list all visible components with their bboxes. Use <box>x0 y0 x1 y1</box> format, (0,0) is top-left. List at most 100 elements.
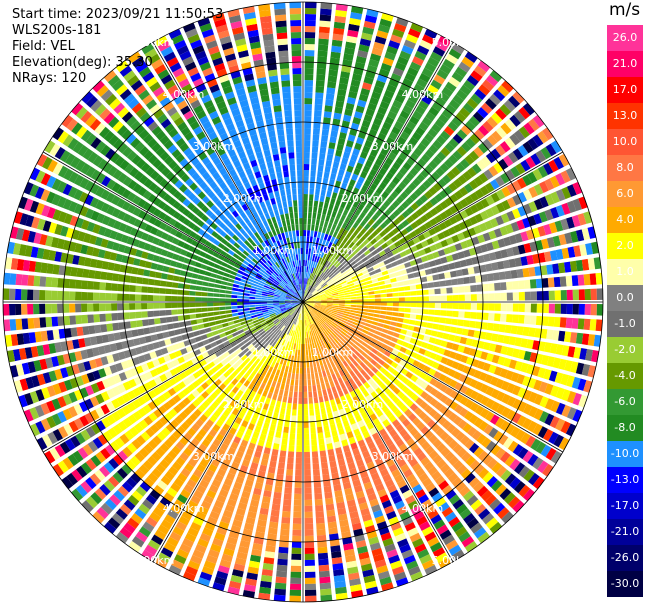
range-gate <box>485 386 495 397</box>
range-gate <box>294 349 298 356</box>
range-gate <box>316 213 322 220</box>
range-gate <box>96 380 106 391</box>
range-gate <box>262 403 269 411</box>
range-gate <box>538 381 548 393</box>
range-gate <box>304 50 315 57</box>
range-gate <box>240 335 248 341</box>
range-gate <box>276 356 282 364</box>
range-gate <box>490 480 503 492</box>
range-gate <box>103 461 115 474</box>
range-gate <box>63 315 71 326</box>
range-gate <box>204 344 212 351</box>
range-gate <box>41 434 53 448</box>
range-gate <box>85 208 95 219</box>
range-gate <box>248 353 255 360</box>
range-gate <box>45 303 52 314</box>
range-gate <box>85 458 97 471</box>
ray <box>182 302 303 582</box>
range-gate <box>454 393 464 403</box>
range-gate <box>538 341 546 352</box>
range-gate <box>443 376 453 385</box>
range-gate <box>338 369 345 377</box>
range-gate <box>437 249 446 257</box>
range-gate <box>465 338 473 346</box>
ray <box>258 302 303 601</box>
range-gate <box>443 408 453 419</box>
range-gate <box>358 354 366 361</box>
range-gate <box>546 356 555 368</box>
range-gate <box>269 287 276 292</box>
range-gate <box>493 366 503 376</box>
range-gate <box>435 40 449 52</box>
range-gate <box>277 558 288 566</box>
range-gate <box>372 452 381 461</box>
range-gate <box>401 210 410 219</box>
range-gate <box>438 502 450 513</box>
range-gate <box>312 330 316 337</box>
range-gate <box>164 258 172 266</box>
range-gate <box>344 425 352 433</box>
range-gate <box>261 306 268 309</box>
range-gate <box>335 384 342 392</box>
range-gate <box>305 319 308 326</box>
range-gate <box>318 438 325 446</box>
range-gate <box>342 209 349 217</box>
range-gate <box>434 391 444 400</box>
range-gate <box>339 278 346 283</box>
range-gate <box>422 179 432 189</box>
range-gate <box>326 509 336 517</box>
range-gate <box>359 344 366 351</box>
ray <box>168 302 303 576</box>
range-gate <box>434 241 443 250</box>
range-gate <box>516 373 526 385</box>
range-gate <box>288 329 293 336</box>
range-gate <box>333 568 345 577</box>
range-gate <box>80 373 90 385</box>
range-gate <box>255 292 262 296</box>
range-gate <box>279 305 286 309</box>
range-gate <box>368 305 375 310</box>
range-gate <box>51 236 60 248</box>
range-gate <box>349 467 358 476</box>
range-gate <box>126 442 137 454</box>
range-gate <box>334 270 341 276</box>
range-gate <box>414 227 423 236</box>
range-gate <box>396 351 405 359</box>
range-gate <box>287 451 295 458</box>
range-gate <box>344 351 351 358</box>
range-gate <box>367 102 377 112</box>
range-gate <box>374 515 386 525</box>
range-gate <box>335 199 341 207</box>
range-gate <box>324 196 331 204</box>
range-gate <box>240 354 248 361</box>
range-gate <box>249 390 257 398</box>
range-gate <box>307 285 312 292</box>
range-gate <box>559 276 567 287</box>
range-gate <box>22 259 31 272</box>
range-gate <box>291 409 297 416</box>
range-gate <box>166 323 174 330</box>
range-gate <box>481 512 495 525</box>
range-gate <box>325 369 331 377</box>
range-gate <box>425 482 436 493</box>
range-gate <box>364 322 372 328</box>
range-gate <box>481 489 493 502</box>
range-gate <box>331 39 343 47</box>
range-gate <box>528 406 538 418</box>
range-gate <box>198 505 209 516</box>
range-gate <box>347 283 355 287</box>
range-gate <box>131 329 139 337</box>
range-gate <box>258 414 266 422</box>
range-gate <box>317 320 322 327</box>
range-gate <box>316 256 320 263</box>
range-gate <box>180 362 189 371</box>
range-gate <box>329 284 335 289</box>
range-gate <box>123 522 136 534</box>
ray <box>303 8 379 302</box>
range-gate <box>259 319 266 324</box>
range-gate <box>392 395 400 404</box>
range-gate <box>88 234 98 245</box>
range-gate <box>424 430 434 440</box>
range-gate <box>540 444 552 458</box>
range-gate <box>197 577 211 587</box>
